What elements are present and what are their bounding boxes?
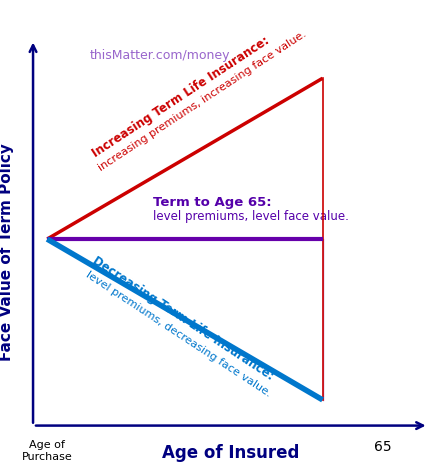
Text: thisMatter.com/money: thisMatter.com/money (90, 49, 230, 62)
Text: 65: 65 (374, 440, 392, 454)
Text: level premiums, decreasing face value.: level premiums, decreasing face value. (84, 270, 273, 399)
Text: Decreasing Term Life Insurance:: Decreasing Term Life Insurance: (90, 254, 276, 383)
Text: Age of
Purchase: Age of Purchase (22, 440, 72, 462)
Text: increasing premiums, increasing face value.: increasing premiums, increasing face val… (97, 29, 308, 173)
Text: Increasing Term Life Insurance:: Increasing Term Life Insurance: (89, 34, 271, 160)
Text: Age of Insured: Age of Insured (162, 444, 299, 462)
Text: level premiums, level face value.: level premiums, level face value. (153, 210, 349, 223)
Text: Face Value of Term Policy: Face Value of Term Policy (0, 143, 14, 361)
Text: Term to Age 65:: Term to Age 65: (153, 195, 272, 209)
